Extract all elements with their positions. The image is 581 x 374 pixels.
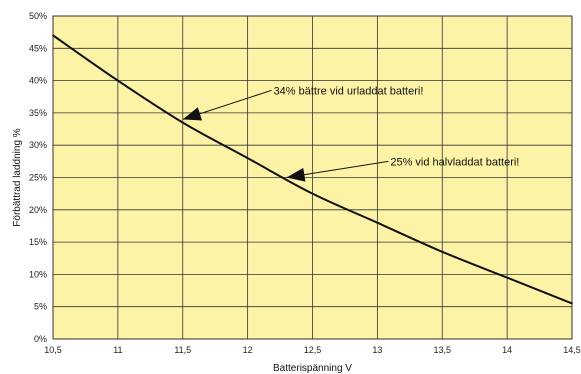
data-point [181, 121, 184, 124]
horizontal-grid [53, 15, 572, 340]
y-tick-label: 25% [29, 173, 47, 183]
data-point [52, 34, 54, 37]
x-tick-label: 14 [502, 345, 512, 355]
annotation-text: 34% bättre vid urladdat batteri! [274, 85, 424, 97]
y-tick-label: 10% [29, 269, 47, 279]
data-point [117, 79, 119, 82]
y-tick-label: 5% [34, 302, 47, 312]
y-tick-labels: 0% 5% 10% 15% 20% 25% 30% 35% 40% 45% 50% [29, 11, 47, 344]
x-tick-labels: 10,5 11 11,5 12 12,5 13 13,5 14 14,5 [44, 345, 581, 355]
annotation-arrow-icon [182, 107, 203, 121]
x-tick-label: 12,5 [304, 345, 322, 355]
y-tick-label: 35% [29, 108, 47, 118]
y-axis-label: Förbättrad laddning % [12, 128, 23, 227]
annotation-text: 25% vid halvladdat batteri! [390, 156, 519, 168]
x-tick-label: 13 [372, 345, 382, 355]
y-tick-label: 45% [29, 43, 47, 53]
series-points [52, 34, 573, 305]
annotation: 25% vid halvladdat batteri! [286, 156, 519, 182]
data-point [246, 157, 249, 159]
y-tick-label: 50% [29, 11, 47, 21]
data-point [506, 276, 508, 279]
y-tick-label: 30% [29, 140, 47, 150]
data-point [441, 250, 444, 253]
y-tick-label: 15% [29, 237, 47, 247]
annotations: 34% bättre vid urladdat batteri! 25% vid … [182, 85, 519, 182]
annotation: 34% bättre vid urladdat batteri! [182, 85, 424, 121]
data-point [571, 302, 573, 305]
x-axis-label: Batterispänning V [273, 363, 352, 374]
x-tick-label: 11 [113, 345, 122, 355]
y-tick-label: 40% [29, 76, 47, 86]
data-point [311, 192, 314, 195]
y-tick-label: 20% [29, 205, 47, 215]
x-tick-label: 13,5 [433, 345, 451, 355]
x-tick-label: 12 [243, 345, 253, 355]
data-point [376, 221, 379, 224]
x-tick-label: 11,5 [174, 345, 191, 355]
x-tick-label: 10,5 [44, 345, 62, 355]
y-tick-label: 0% [34, 334, 47, 344]
x-tick-label: 14,5 [563, 345, 581, 355]
annotation-arrow-icon [286, 167, 306, 182]
